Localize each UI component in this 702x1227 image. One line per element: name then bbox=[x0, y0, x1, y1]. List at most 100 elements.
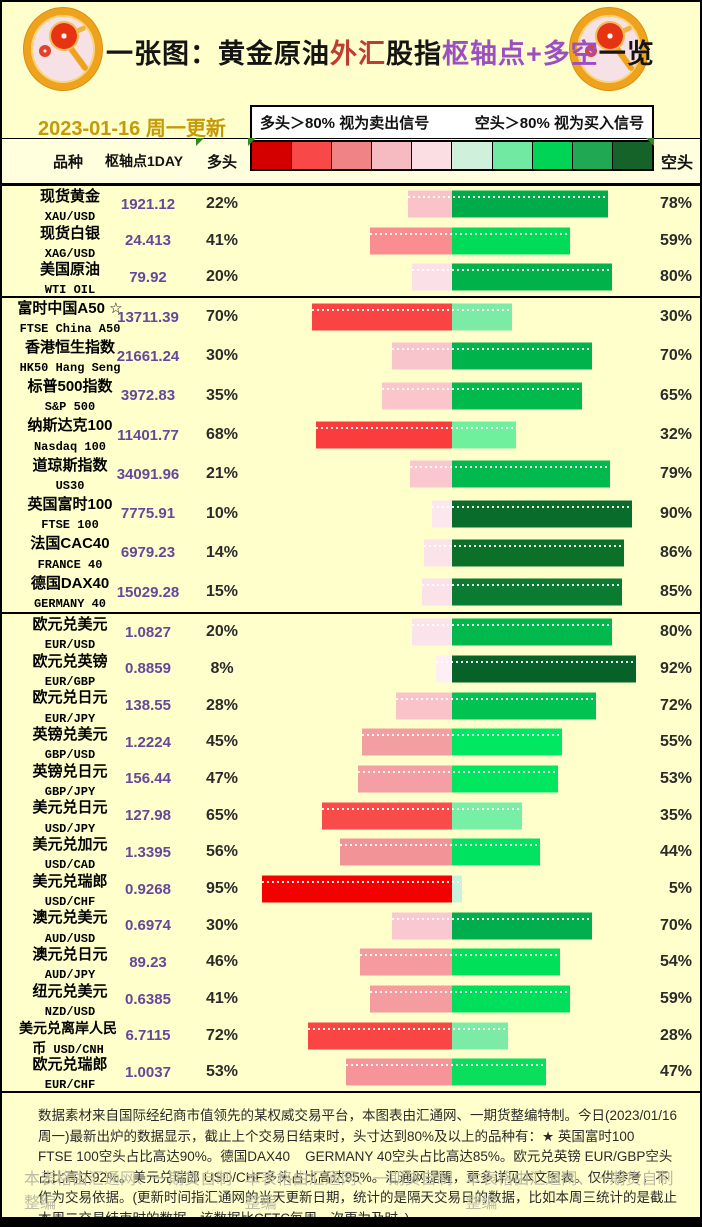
scale-swatch-9 bbox=[571, 142, 612, 169]
bear-percent: 86% bbox=[659, 543, 692, 561]
pivot-value: 6979.23 bbox=[120, 544, 176, 562]
bull-bar bbox=[370, 227, 452, 255]
instrument-name: 富时中国A50 ☆ FTSE China A50 bbox=[10, 300, 130, 338]
table-row-WTI-OIL: 美国原油 WTI OIL 79.92 20% 80% bbox=[2, 259, 700, 298]
bull-percent: 30% bbox=[205, 916, 239, 934]
bar-dotted-line bbox=[382, 387, 582, 390]
bear-bar bbox=[452, 303, 512, 331]
bear-percent: 79% bbox=[659, 465, 692, 483]
instrument-name: 美元兑瑞郎 USD/CHF bbox=[10, 873, 130, 911]
table-row-S-P-500: 标普500指数 S&P 500 3972.83 35% 65% bbox=[2, 376, 700, 415]
bull-bar bbox=[322, 802, 452, 830]
bull-bar bbox=[346, 1058, 452, 1086]
plum-bud-icon bbox=[39, 45, 51, 57]
corner-marker-icon bbox=[196, 138, 204, 146]
bar-dotted-line bbox=[370, 991, 570, 994]
table-row-GBP-JPY: 英镑兑日元 GBP/JPY 156.44 47% 53% bbox=[2, 761, 700, 799]
bear-bar bbox=[452, 227, 570, 255]
site-logo-left bbox=[24, 8, 102, 90]
table-body: 现货黄金 XAU/USD 1921.12 22% 78% 现货白银 XAG/USD 24.41… bbox=[2, 186, 700, 1093]
instrument-code: EUR/CHF bbox=[44, 1078, 96, 1093]
instrument-code: NZD/USD bbox=[44, 1005, 96, 1020]
instrument-code: FTSE China A50 bbox=[19, 321, 121, 336]
instrument-code: WTI OIL bbox=[44, 283, 96, 298]
bull-percent: 15% bbox=[205, 583, 239, 601]
footer: 数据素材来自国际经纪商市值领先的某权威交易平台，本图表由汇通网、一期货整编特制。… bbox=[2, 1093, 700, 1225]
table-row-USD-JPY: 美元兑日元 USD/JPY 127.98 65% 35% bbox=[2, 797, 700, 835]
bear-bar bbox=[452, 728, 562, 756]
instrument-name-cn: 美元兑瑞郎 bbox=[32, 872, 108, 890]
pivot-value: 21661.24 bbox=[116, 347, 180, 365]
bear-percent: 80% bbox=[659, 623, 692, 641]
pivot-value: 15029.28 bbox=[116, 583, 180, 601]
instrument-code: XAU/USD bbox=[44, 210, 96, 225]
corner-marker-icon bbox=[646, 138, 654, 146]
bull-bar bbox=[382, 382, 452, 410]
update-date: 2023-01-16 周一更新 bbox=[38, 118, 226, 140]
instrument-code: AUD/USD bbox=[44, 931, 96, 946]
instrument-code: AUD/JPY bbox=[44, 968, 96, 983]
instrument-name-cn: 欧元兑瑞郎 bbox=[32, 1056, 108, 1074]
footer-note: 数据素材来自国际经纪商市值领先的某权威交易平台，本图表由汇通网、一期货整编特制。… bbox=[38, 1108, 678, 1225]
bear-bar bbox=[452, 1058, 546, 1086]
bear-percent: 65% bbox=[659, 386, 692, 404]
table-row-USD-CAD: 美元兑加元 USD/CAD 1.3395 56% 44% bbox=[2, 834, 700, 872]
bear-percent: 55% bbox=[659, 733, 692, 751]
bear-percent: 59% bbox=[659, 231, 692, 249]
plum-blossom-icon bbox=[597, 23, 623, 49]
instrument-code: S&P 500 bbox=[44, 400, 96, 415]
bear-bar bbox=[452, 985, 570, 1013]
bear-bar bbox=[452, 460, 610, 488]
bull-bar bbox=[360, 948, 452, 976]
bear-bar bbox=[452, 618, 612, 646]
bear-bar bbox=[452, 190, 608, 218]
instrument-name: 欧元兑美元 EUR/USD bbox=[10, 616, 130, 654]
bull-percent: 41% bbox=[205, 231, 239, 249]
table-row-AUD-JPY: 澳元兑日元 AUD/JPY 89.23 46% 54% bbox=[2, 944, 700, 983]
bull-percent: 30% bbox=[205, 347, 239, 365]
watermark: 本表格由汇通网、一期货自制整编 bbox=[244, 1171, 453, 1212]
instrument-name: 现货黄金 XAU/USD bbox=[10, 188, 130, 226]
instrument-code: EUR/GBP bbox=[44, 674, 96, 689]
instrument-name: 道琼斯指数 US30 bbox=[10, 457, 130, 495]
bull-percent: 20% bbox=[205, 623, 239, 641]
bear-percent: 90% bbox=[659, 504, 692, 522]
instrument-name: 欧元兑英镑 EUR/GBP bbox=[10, 653, 130, 691]
bear-bar bbox=[452, 655, 636, 683]
divider bbox=[2, 183, 700, 186]
bull-percent: 21% bbox=[205, 465, 239, 483]
bear-bar bbox=[452, 342, 592, 370]
table-row-GBP-USD: 英镑兑美元 GBP/USD 1.2224 45% 55% bbox=[2, 724, 700, 762]
page-title: 一张图：黄金原油外汇股指枢轴点+多空一览 bbox=[106, 32, 654, 71]
bear-bar bbox=[452, 875, 462, 903]
bear-percent: 53% bbox=[659, 769, 692, 787]
bear-bar bbox=[452, 838, 540, 866]
title-segment: 枢轴点+多空 bbox=[442, 39, 599, 69]
instrument-name-cn: 现货白银 bbox=[39, 224, 100, 242]
scale-swatch-3 bbox=[331, 142, 372, 169]
instrument-name-cn: 英国富时100 bbox=[27, 495, 113, 513]
pivot-value: 89.23 bbox=[129, 953, 167, 971]
table-row-FTSE-100: 英国富时100 FTSE 100 7775.91 10% 90% bbox=[2, 494, 700, 533]
bull-percent: 47% bbox=[205, 769, 239, 787]
bar-dotted-line bbox=[410, 466, 610, 469]
bull-percent: 65% bbox=[205, 806, 239, 824]
bear-bar bbox=[452, 1022, 508, 1050]
bull-percent: 8% bbox=[210, 659, 234, 677]
instrument-name: 纳斯达克100 Nasdaq 100 bbox=[10, 417, 130, 455]
instrument-code: FTSE 100 bbox=[41, 518, 99, 533]
bar-dotted-line bbox=[392, 348, 592, 351]
bottom-border-bar bbox=[2, 1217, 700, 1225]
pivot-value: 3972.83 bbox=[120, 387, 176, 405]
instrument-code: XAG/USD bbox=[44, 246, 96, 261]
pivot-value: 24.413 bbox=[125, 232, 171, 250]
instrument-name: 香港恒生指数 HK50 Hang Seng bbox=[10, 339, 130, 377]
bar-dotted-line bbox=[370, 232, 570, 235]
table-row-XAG-USD: 现货白银 XAG/USD 24.413 41% 59% bbox=[2, 223, 700, 261]
bull-bar bbox=[392, 342, 452, 370]
instrument-name-cn: 纽元兑美元 bbox=[32, 982, 108, 1000]
instrument-name-cn: 富时中国A50 ☆ bbox=[17, 299, 123, 317]
bull-bar bbox=[370, 985, 452, 1013]
instrument-name: 欧元兑日元 EUR/JPY bbox=[10, 689, 130, 727]
instrument-name: 欧元兑瑞郎 EUR/CHF bbox=[10, 1056, 130, 1094]
